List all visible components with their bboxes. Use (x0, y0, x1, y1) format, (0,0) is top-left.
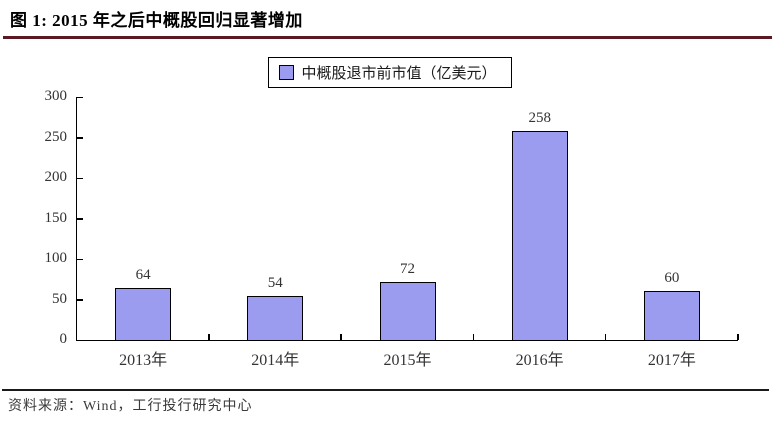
bar-value-label: 60 (664, 270, 680, 287)
x-axis-tick (340, 334, 342, 340)
y-axis-tick-label: 50 (52, 290, 67, 307)
legend-swatch-icon (278, 65, 294, 80)
y-axis-tick-label: 100 (44, 250, 68, 266)
bar (643, 291, 700, 340)
bar (379, 281, 436, 340)
x-axis-category-label: 2013年 (119, 352, 168, 369)
y-axis-tick-label: 250 (44, 128, 68, 145)
x-axis-category-label: 2014年 (251, 352, 300, 369)
legend-label: 中概股退市前市值（亿美元） (301, 66, 497, 82)
x-axis-category-label: 2017年 (647, 352, 696, 369)
x-axis-tick (604, 334, 607, 340)
y-axis-tick (77, 96, 83, 98)
y-axis-tick-label: 0 (59, 331, 68, 347)
chart-legend: 中概股退市前市值（亿美元） (267, 57, 512, 88)
footer-divider (2, 389, 769, 391)
bar (247, 296, 304, 340)
y-axis-tick-label: 200 (44, 169, 68, 185)
y-axis-tick-label: 150 (44, 209, 68, 226)
chart-plot-area: 0 50 100 150 200 250 300 64 2013年 54 2014年 72 2015年 2… (45, 88, 739, 369)
bar (511, 131, 568, 340)
y-axis-tick (77, 137, 83, 139)
y-axis-tick (77, 218, 83, 220)
bar-value-label: 72 (400, 260, 415, 277)
y-axis-tick (77, 299, 83, 301)
x-axis-tick (208, 334, 210, 340)
title-divider (3, 36, 772, 39)
y-axis-tick-label: 300 (44, 88, 68, 104)
x-axis-tick (472, 334, 475, 340)
y-axis-tick (77, 258, 83, 260)
y-axis-tick (77, 177, 83, 179)
bar-value-label: 54 (267, 275, 283, 292)
x-axis-tick (737, 334, 739, 340)
x-axis-category-label: 2015年 (383, 352, 432, 369)
bar (115, 288, 172, 340)
figure-title: 图 1: 2015 年之后中概股回归显著增加 (10, 11, 303, 30)
source-note: 资料来源：Wind，工行投行研究中心 (8, 399, 253, 414)
x-axis-category-label: 2016年 (515, 352, 564, 369)
bar-value-label: 258 (528, 110, 551, 127)
bar-value-label: 64 (135, 267, 151, 284)
